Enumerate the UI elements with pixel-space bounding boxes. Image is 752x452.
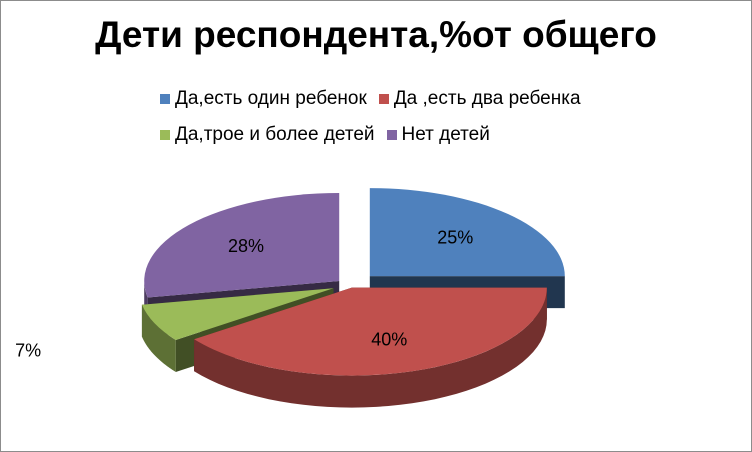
data-label-no-children: 28% [228, 236, 264, 256]
pie-top-two-children [194, 287, 547, 376]
legend-label-two-children: Да ,есть два ребенка [393, 88, 581, 109]
pie-wall-three-or-more [141, 304, 176, 372]
legend-label-no-children: Нет детей [401, 124, 490, 145]
pie-wall-two-children [194, 287, 547, 408]
legend-item-three-or-more: Да,трое и более детей [160, 124, 375, 146]
pie-top-no-children [144, 192, 340, 298]
legend-item-one-child: Да,есть один ребенок [160, 88, 367, 110]
legend-item-no-children: Нет детей [386, 124, 490, 146]
pie-top-three-or-more [141, 288, 334, 340]
legend-swatch-no-children [386, 130, 397, 140]
legend-row-2: Да,трое и более детей Нет детей [160, 124, 490, 146]
legend-swatch-one-child [160, 94, 170, 104]
legend-label-one-child: Да,есть один ребенок [175, 88, 367, 109]
data-label-three-or-more: 7% [15, 340, 41, 360]
legend-swatch-three-or-more [160, 130, 170, 140]
pie-slice-two-children [194, 287, 547, 408]
legend-swatch-two-children [378, 94, 389, 104]
pie-top-one-child [369, 188, 565, 277]
chart-title: Дети респондента,%от общего [95, 14, 657, 55]
legend-row-1: Да,есть один ребенок Да ,есть два ребенк… [160, 88, 581, 110]
legend-item-two-children: Да ,есть два ребенка [378, 88, 581, 110]
legend-label-three-or-more: Да,трое и более детей [175, 124, 375, 145]
data-label-one-child: 25% [437, 228, 473, 248]
data-label-two-children: 40% [371, 329, 407, 349]
